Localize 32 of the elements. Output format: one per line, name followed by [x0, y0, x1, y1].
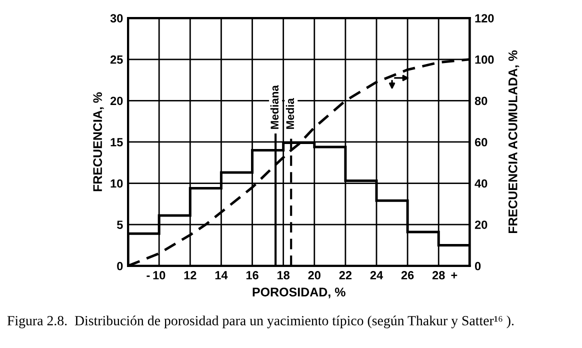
y2-axis-title: FRECUENCIA ACUMULADA, %	[508, 50, 520, 234]
y-tick-label: 0	[117, 262, 123, 270]
x-tick-label: -	[146, 276, 150, 277]
ref-line-label: Media	[286, 98, 294, 129]
y-tick-label: 20	[110, 96, 123, 106]
x-tick-label: 16	[246, 271, 258, 280]
x-tick-label: +	[451, 272, 458, 278]
ref-line-label: Mediana	[270, 85, 279, 129]
y2-tick-label: 20	[474, 220, 488, 229]
y2-tick-label: 40	[474, 179, 488, 188]
x-axis-title: POROSIDAD, %	[252, 288, 346, 298]
x-tick-label: 18	[278, 271, 290, 280]
x-tick-label: 28	[432, 271, 445, 280]
y2-tick-label: 120	[475, 14, 494, 22]
y-tick-label: 10	[110, 179, 123, 188]
y-tick-label: 30	[110, 14, 123, 23]
x-tick-label: 12	[184, 271, 196, 280]
y2-tick-label: 80	[474, 96, 488, 106]
y2-tick-label: 0	[475, 262, 481, 270]
y-tick-label: 25	[110, 55, 123, 64]
x-tick-label: 20	[308, 271, 320, 280]
text: Figura 2.8. Distribución de porosidad para un yacimiento típico (según Thakur y Satter¹⁶ ).	[7, 316, 514, 328]
x-tick-label: 22	[339, 271, 352, 280]
y-axis-title: FRECUENCIA, %	[93, 92, 104, 192]
x-tick-label: 10	[153, 271, 166, 280]
y2-tick-label: 100	[475, 55, 494, 64]
y-tick-label: 5	[116, 220, 123, 229]
y2-tick-label: 60	[474, 138, 488, 146]
x-tick-label: 24	[370, 271, 384, 280]
x-tick-label: 26	[401, 271, 414, 280]
y-tick-label: 15	[110, 138, 123, 146]
x-tick-label: 14	[215, 271, 228, 280]
